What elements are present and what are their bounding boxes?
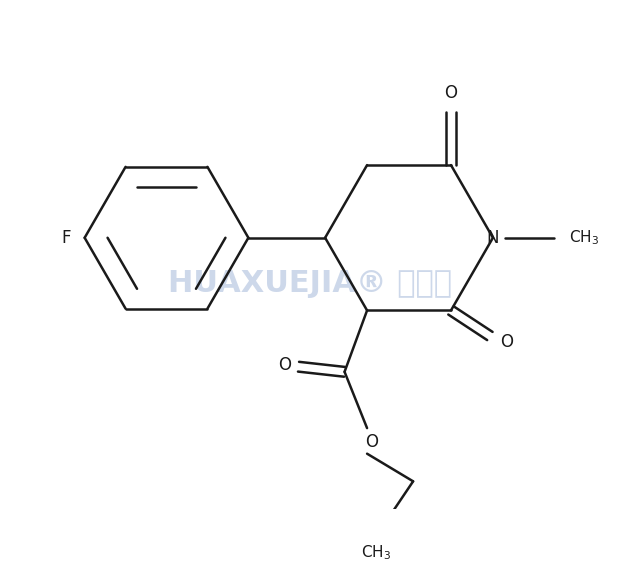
Text: HUAXUEJIA® 化学加: HUAXUEJIA® 化学加 — [168, 269, 452, 298]
Text: F: F — [61, 229, 71, 247]
Text: O: O — [445, 85, 458, 103]
Text: CH$_3$: CH$_3$ — [569, 228, 599, 247]
Text: O: O — [365, 433, 378, 451]
Text: O: O — [500, 333, 513, 351]
Text: N: N — [486, 229, 499, 247]
Text: CH$_3$: CH$_3$ — [361, 544, 391, 562]
Text: O: O — [278, 356, 291, 374]
